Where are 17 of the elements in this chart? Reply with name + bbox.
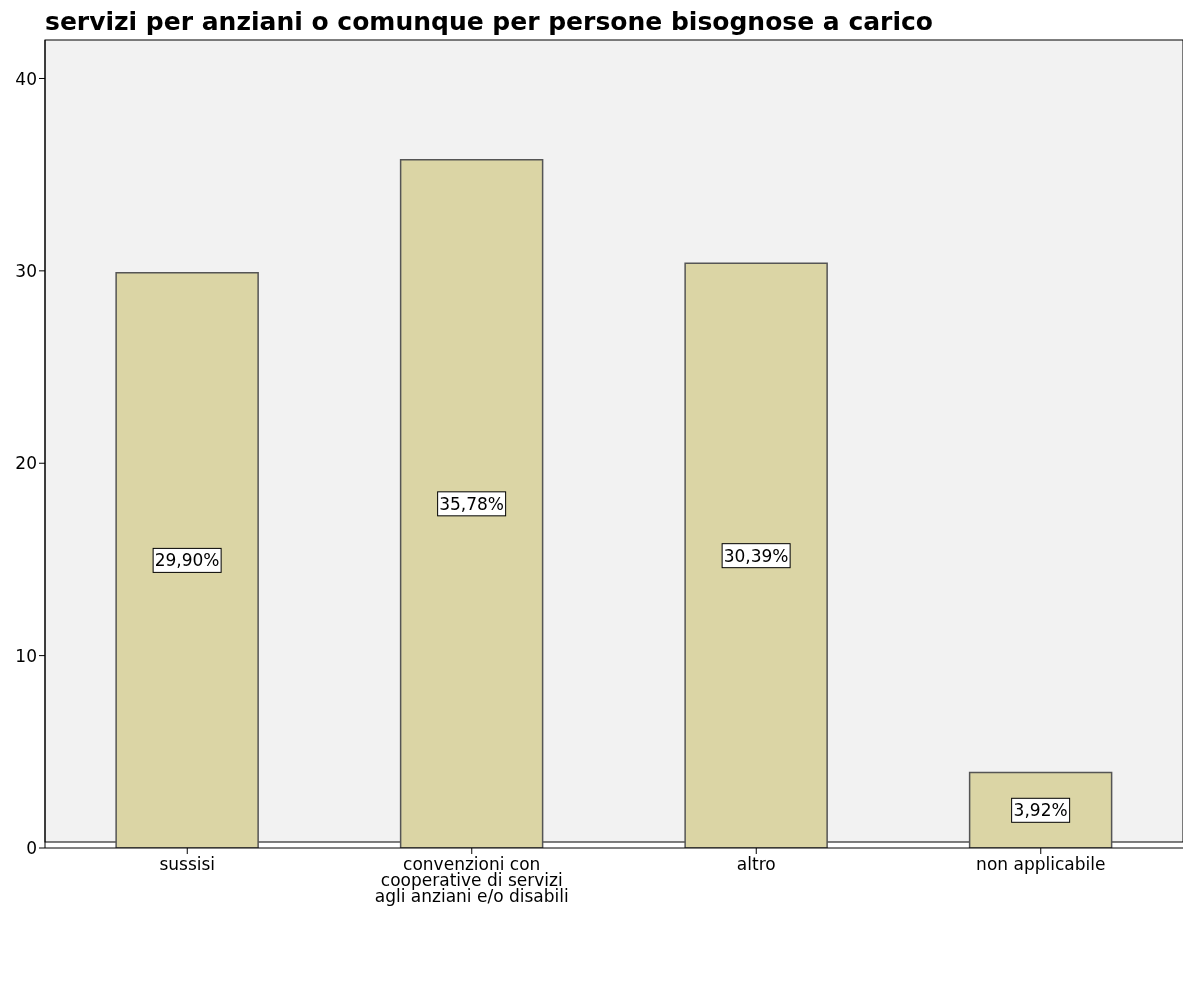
y-tick-label: 0: [26, 838, 37, 859]
data-label: 35,78%: [439, 493, 505, 514]
data-label: 29,90%: [154, 550, 220, 571]
bar: [684, 262, 828, 848]
bar: [399, 158, 544, 848]
data-label: 30,39%: [723, 545, 789, 566]
y-tick-label: 40: [15, 68, 37, 89]
y-tick-label: 10: [15, 645, 37, 666]
bar: [115, 272, 259, 848]
x-tick-label: non applicabile: [976, 854, 1106, 874]
y-tick-label: 20: [15, 453, 37, 474]
x-tick-label: sussisi: [159, 854, 216, 874]
x-tick-label: altro: [736, 854, 776, 874]
chart-title: servizi per anziani o comunque per persone bisognose a carico: [44, 7, 934, 38]
y-tick-label: 30: [15, 260, 37, 281]
data-label: 3,92%: [1013, 800, 1068, 821]
x-tick-label: convenzioni con cooperative di servizi agli anziani e/o disabili: [374, 854, 569, 906]
